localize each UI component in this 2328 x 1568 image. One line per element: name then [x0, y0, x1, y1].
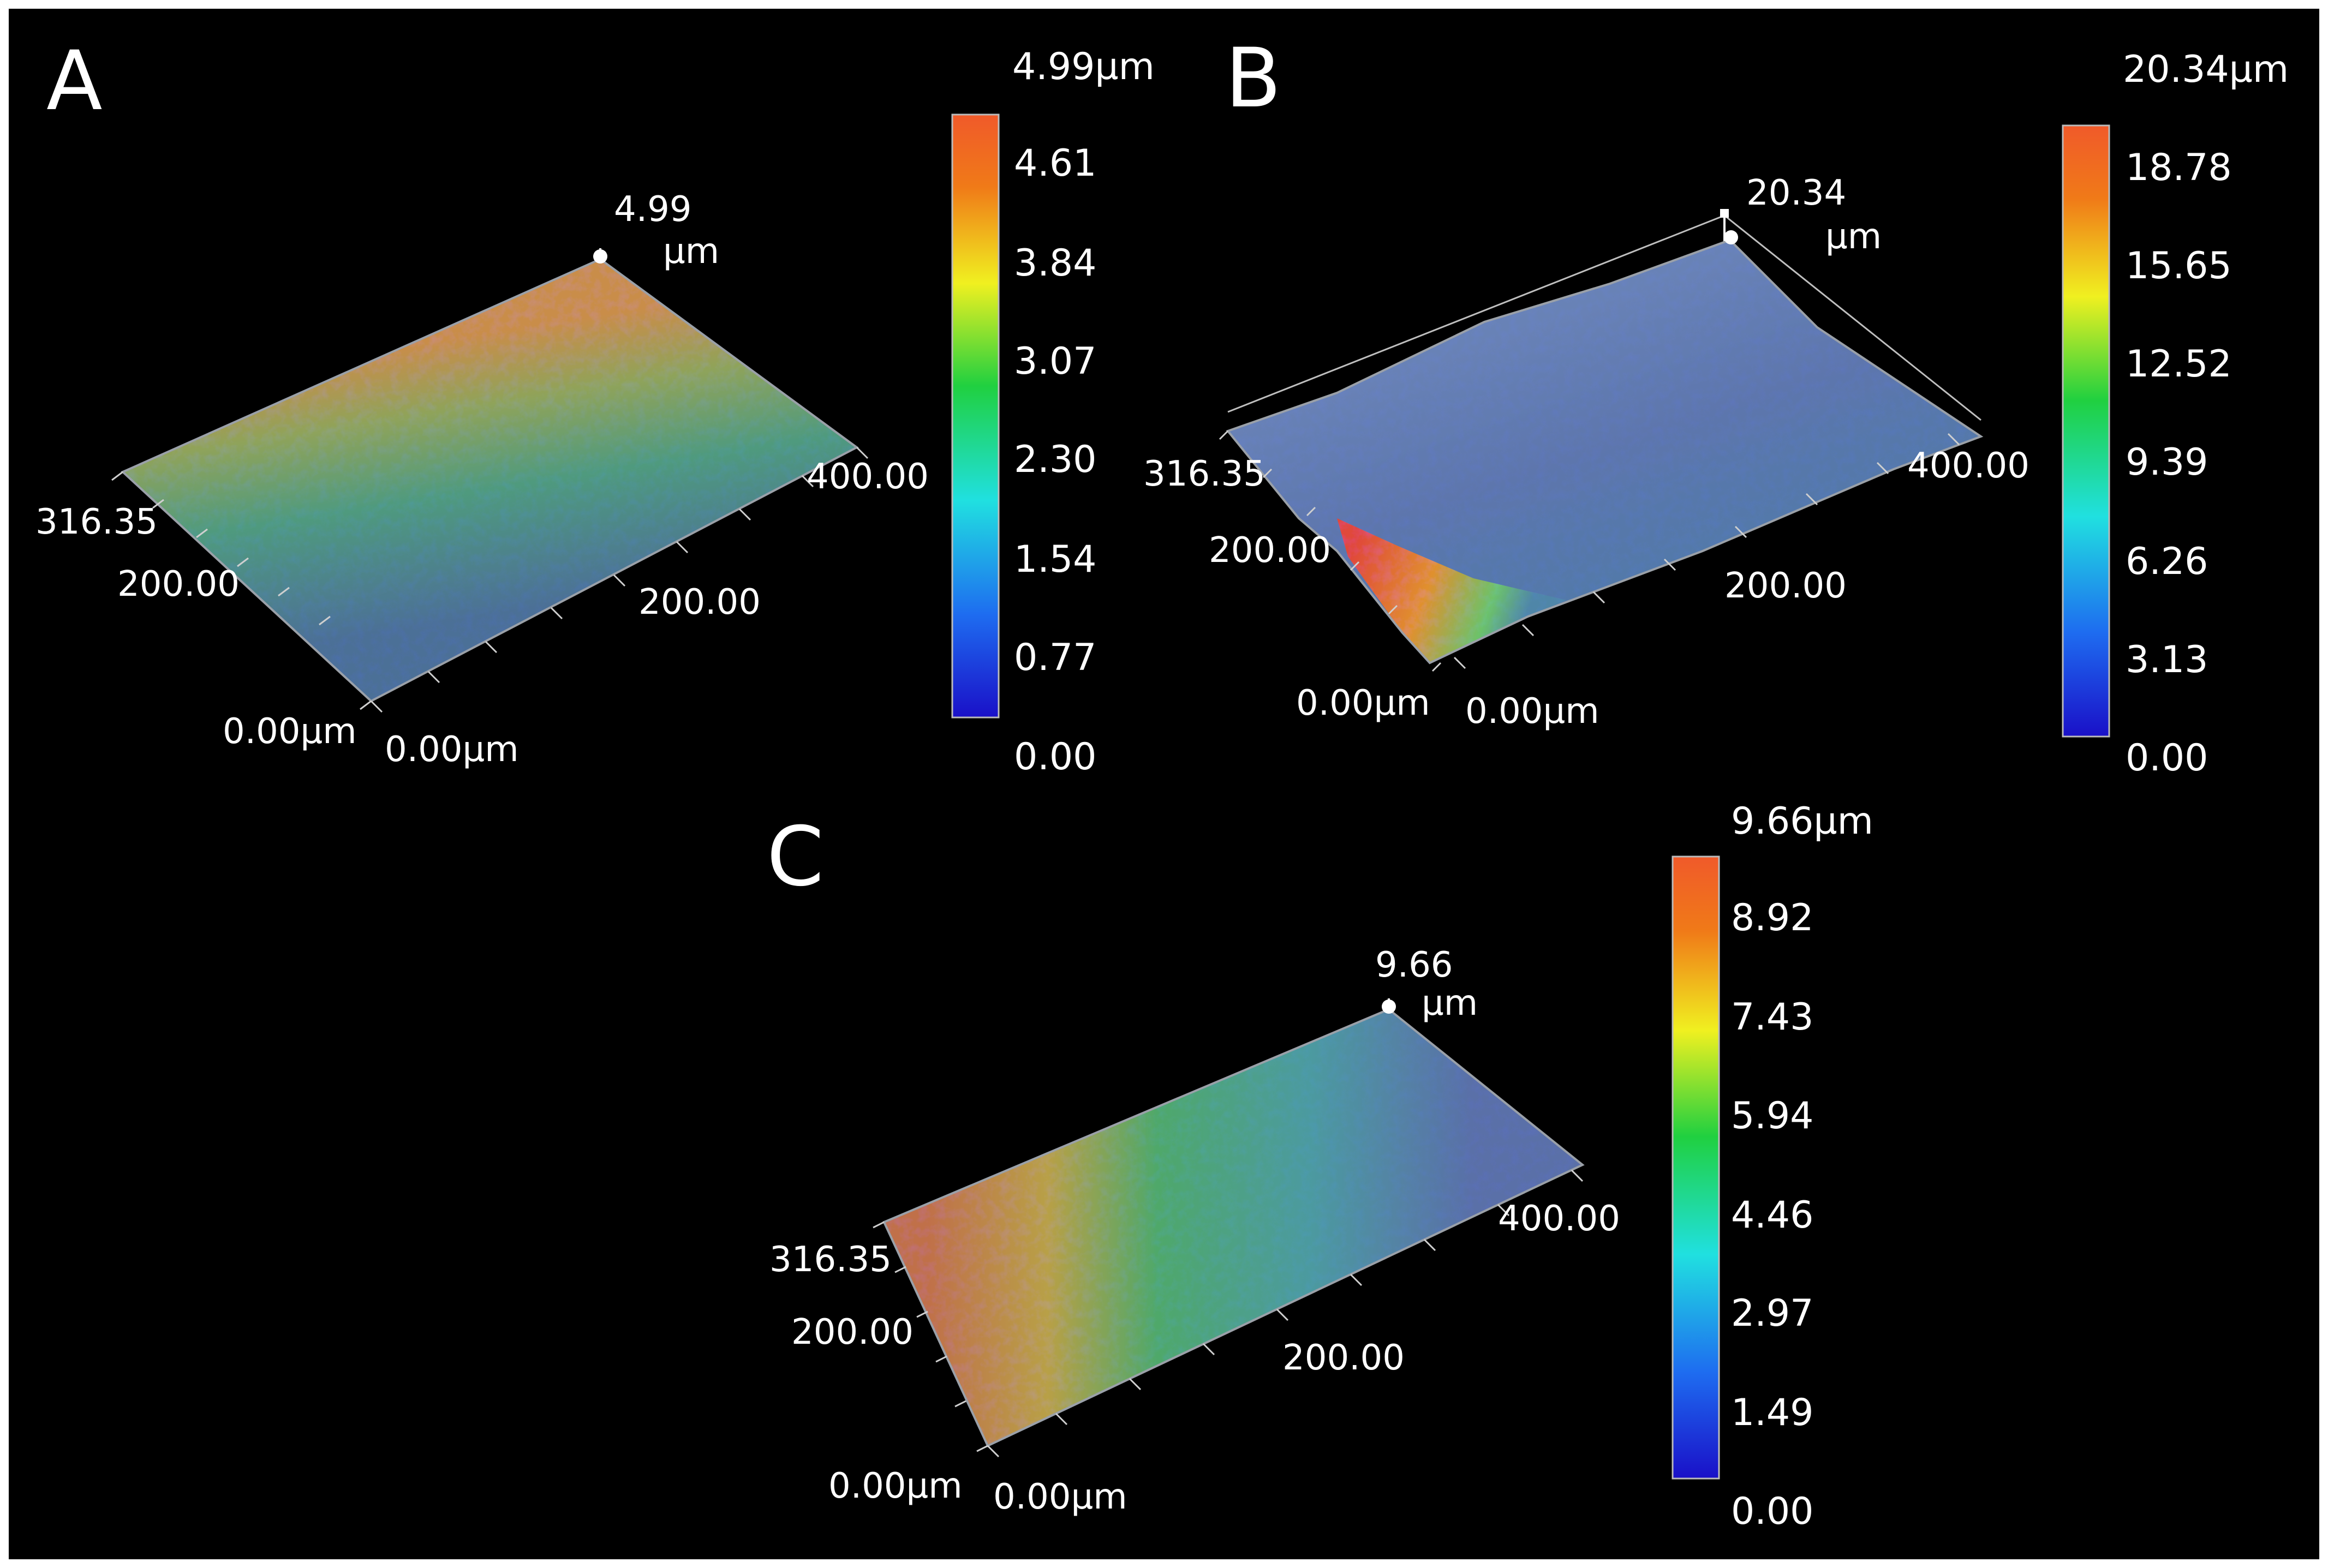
panel-b-x-ticks [1453, 433, 1960, 669]
panel-c-x-tick-400: 400.00 [1498, 1199, 1620, 1239]
panel-b-surface-edge [1226, 238, 1984, 665]
panel-c-y-ticks [873, 1221, 988, 1452]
panel-a-colorbar [951, 113, 1000, 719]
panel-a-letter: A [46, 34, 103, 129]
panel-b-colorbar-tick: 0.00 [2126, 737, 2208, 780]
panel-b-colorbar-tick: 6.26 [2126, 540, 2208, 583]
panel-a-peak-unit: µm [663, 231, 719, 272]
panel-b: B 20.34 µm 400.00 200 [1143, 31, 2289, 780]
panel-b-colorbar-tick: 12.52 [2126, 343, 2232, 386]
panel-c-x-tick-200: 200.00 [1282, 1338, 1405, 1378]
panel-c-colorbar-tick: 1.49 [1731, 1391, 1813, 1434]
panel-a-peak-marker [593, 249, 607, 264]
panel-c-colorbar-max: 9.66µm [1731, 800, 1873, 843]
panel-c-surface [884, 1009, 1583, 1446]
panel-b-y-ticks [1219, 430, 1442, 672]
panel-c-colorbar [1672, 855, 1720, 1480]
panel-b-y-tick-0: 0.00µm [1296, 683, 1430, 723]
panel-b-colorbar-tick: 18.78 [2126, 146, 2232, 189]
panel-b-x-tick-200: 200.00 [1724, 566, 1847, 606]
panel-b-colorbar-max: 20.34µm [2123, 48, 2289, 91]
panel-a-y-tick-200: 200.00 [117, 564, 240, 605]
panel-c-letter: C [767, 810, 824, 905]
panel-c-colorbar-tick: 0.00 [1731, 1490, 1813, 1533]
panel-b-peak-unit: µm [1825, 217, 1882, 257]
panel-a-x-ticks [370, 446, 869, 713]
panel-b-letter: B [1225, 31, 1281, 126]
panel-b-x-tick-0: 0.00µm [1465, 691, 1599, 732]
panel-b-colorbar-tick: 3.13 [2126, 638, 2208, 681]
panel-b-x-tick-400: 400.00 [1907, 446, 2029, 486]
panel-c-y-tick-316: 316.35 [769, 1240, 892, 1280]
panel-b-ridge [1337, 518, 1566, 663]
panel-c-colorbar-tick: 4.46 [1731, 1194, 1813, 1237]
panel-b-peak-marker [1724, 230, 1738, 244]
panel-b-z-top-marker [1720, 209, 1729, 218]
panel-c-peak-marker [1382, 1000, 1396, 1014]
panel-b-y-tick-200: 200.00 [1209, 530, 1331, 571]
panel-a-surface [123, 259, 857, 701]
panel-a-peak-value: 4.99 [614, 189, 692, 230]
panel-c-peak-unit: µm [1422, 983, 1478, 1024]
panel-b-peak-value: 20.34 [1746, 173, 1846, 213]
panel-a-x-tick-0: 0.00µm [385, 729, 519, 770]
panel-a-colorbar-max: 4.99µm [1012, 45, 1155, 88]
panel-c-y-tick-200: 200.00 [791, 1312, 914, 1352]
panel-a-colorbar-tick: 0.00 [1014, 735, 1096, 779]
panel-a-y-tick-316: 316.35 [35, 502, 158, 542]
panel-a-colorbar-tick: 3.07 [1014, 340, 1096, 383]
panel-a-colorbar-tick: 3.84 [1014, 242, 1096, 285]
panel-b-y-tick-316: 316.35 [1143, 454, 1266, 494]
panel-a-colorbar-tick: 1.54 [1014, 538, 1096, 581]
panel-a-y-tick-0: 0.00µm [223, 711, 357, 752]
panel-c-colorbar-tick: 7.43 [1731, 996, 1813, 1039]
panel-a-x-tick-400: 400.00 [807, 457, 929, 497]
panel-b-colorbar-tick: 15.65 [2126, 244, 2232, 288]
panel-c: C 9.66 µm 400.00 200.00 0.00µm [767, 800, 1873, 1533]
panel-c-surface-edge [882, 1008, 1585, 1447]
panel-c-colorbar-tick: 5.94 [1731, 1094, 1813, 1138]
panel-b-colorbar [2062, 124, 2110, 738]
panel-b-colorbar-tick: 9.39 [2126, 441, 2208, 484]
panel-c-colorbar-tick: 2.97 [1731, 1292, 1813, 1335]
panel-a-colorbar-tick: 2.30 [1014, 438, 1096, 481]
panel-c-x-ticks [987, 1169, 1584, 1458]
panel-c-peak-value: 9.66 [1375, 945, 1453, 985]
panel-a-x-tick-200: 200.00 [638, 582, 761, 623]
panel-c-x-tick-0: 0.00µm [993, 1477, 1127, 1517]
panel-a-colorbar-tick: 0.77 [1014, 636, 1096, 679]
panel-a-colorbar-tick: 4.61 [1014, 142, 1096, 185]
panel-c-y-tick-0: 0.00µm [828, 1466, 963, 1506]
panel-c-colorbar-tick: 8.92 [1731, 896, 1813, 939]
panel-a: A 4.99 µm 400.00 200.00 [35, 34, 1155, 779]
panel-a-y-ticks [111, 471, 372, 710]
